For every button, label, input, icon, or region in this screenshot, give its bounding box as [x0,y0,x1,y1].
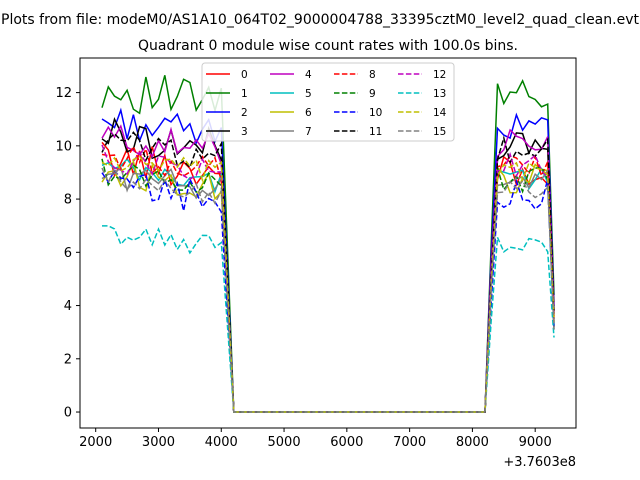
y-tick-label: 0 [64,406,72,421]
x-tick-label: 6000 [330,435,363,450]
series-layer [101,75,555,413]
legend-label-4: 4 [305,69,312,81]
x-tick-label: 3000 [142,435,175,450]
plot-area: 2000 3000 4000 5000 6000 7000 8000 9000 0246810… [55,57,577,450]
x-tick-label: 5000 [268,435,301,450]
x-tick-label: 9000 [519,435,552,450]
x-tick-label: 7000 [393,435,426,450]
legend-label-9: 9 [369,88,376,100]
legend-label-7: 7 [305,126,312,138]
y-tick-label: 4 [64,299,72,314]
x-tick-label: 2000 [79,435,112,450]
axes-frame [79,57,577,429]
chart-title: Quadrant 0 module wise count rates with … [138,38,518,54]
series-line-15 [101,166,555,413]
legend-label-15: 15 [433,126,446,138]
x-offset-label: +3.7603e8 [503,455,576,470]
legend-label-12: 12 [433,69,446,81]
y-tick-label: 8 [64,193,72,208]
y-tick-label: 6 [64,246,72,261]
legend-label-14: 14 [433,107,447,119]
legend-label-0: 0 [241,69,248,81]
series-line-4 [101,124,555,413]
figure-suptitle: Plots from file: modeM0/AS1A10_064T02_90… [1,12,639,28]
legend-label-5: 5 [305,88,312,100]
legend-label-6: 6 [305,107,312,119]
legend-box [201,62,455,142]
legend-label-1: 1 [241,88,248,100]
x-tick-label: 4000 [205,435,238,450]
legend-label-8: 8 [369,69,376,81]
legend-label-10: 10 [369,107,382,119]
y-tick-label: 12 [55,86,72,101]
legend-label-11: 11 [369,126,382,138]
legend-label-13: 13 [433,88,446,100]
y-tick-label: 10 [55,139,72,154]
x-tick-label: 8000 [456,435,489,450]
legend-label-2: 2 [241,107,248,119]
y-tick-label: 2 [64,352,72,367]
legend-label-3: 3 [241,126,248,138]
y-axis: 0 2 4 6 8 10 12 [55,86,80,421]
x-axis: 2000 3000 4000 5000 6000 7000 8000 9000 [79,428,552,450]
